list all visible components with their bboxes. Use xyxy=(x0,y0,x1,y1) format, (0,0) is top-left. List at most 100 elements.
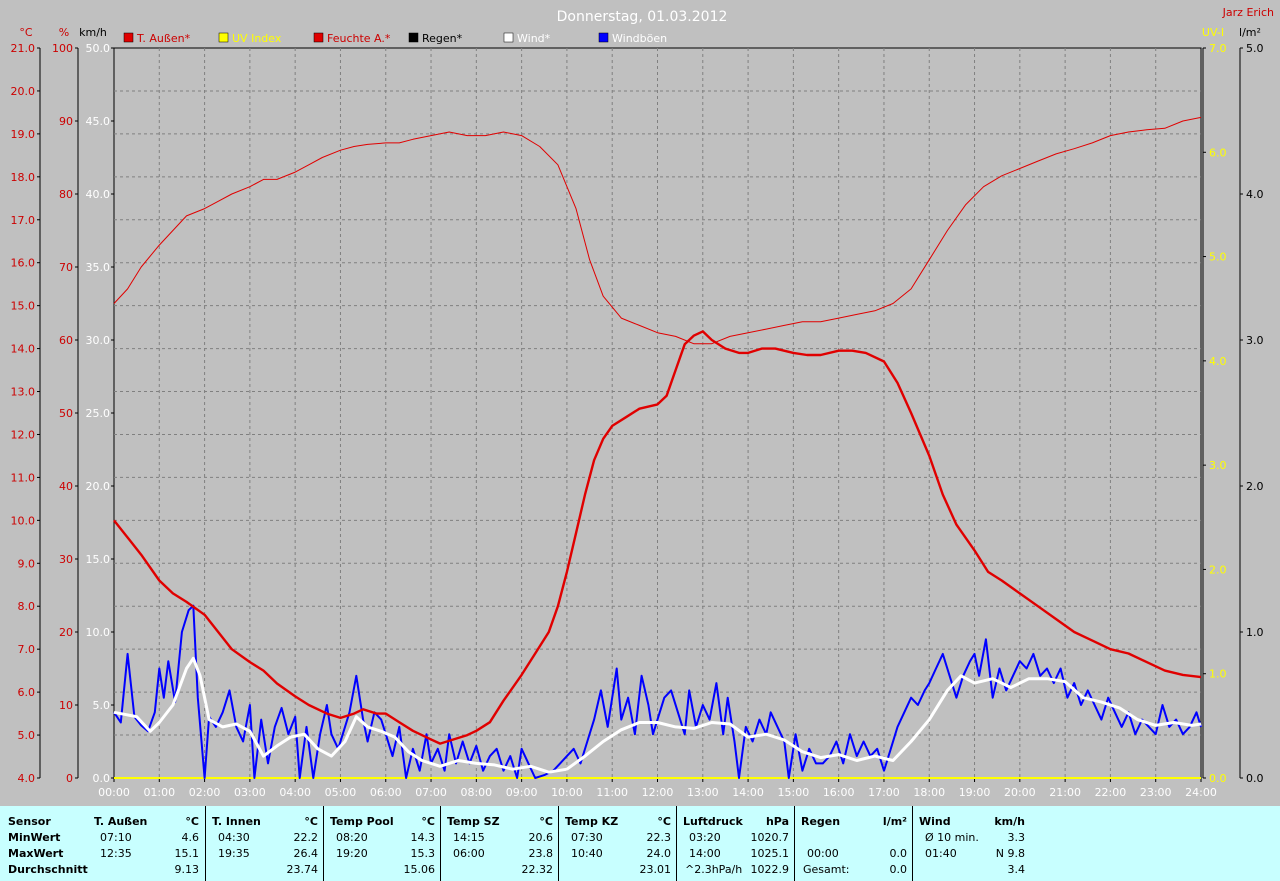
temp-axis-tick-label: 18.0 xyxy=(11,171,36,184)
stats-max-value: 15.1 xyxy=(174,847,200,860)
wind-axis-tick-label: 40.0 xyxy=(86,188,111,201)
time-tick-label: 05:00 xyxy=(325,786,357,799)
wind-axis-tick-label: 5.0 xyxy=(93,699,111,712)
time-tick-label: 21:00 xyxy=(1049,786,1081,799)
uv-axis-tick-label: 5.0 xyxy=(1209,251,1227,264)
chart-title: Donnerstag, 01.03.2012 xyxy=(557,9,728,25)
stats-max-value: 15.3 xyxy=(410,847,436,860)
humidity-axis-tick-label: 10 xyxy=(59,699,73,712)
humidity-axis-tick-label: 70 xyxy=(59,261,73,274)
wind-axis-unit: km/h xyxy=(79,26,107,39)
humidity-axis-tick-label: 60 xyxy=(59,334,73,347)
time-tick-label: 24:00 xyxy=(1185,786,1217,799)
data-series xyxy=(113,116,1202,779)
time-axis: 00:00 01:00 02:00 03:00 04:00 05:00 06:00 07:00… xyxy=(98,778,1217,799)
stats-unit: °C xyxy=(185,815,199,828)
wind-axis-tick-label: 25.0 xyxy=(86,407,111,420)
stats-header: Temp KZ xyxy=(565,815,619,828)
wind-axis-tick-label: 30.0 xyxy=(86,334,111,347)
legend-label: T. Außen* xyxy=(136,32,191,45)
time-tick-label: 14:00 xyxy=(732,786,764,799)
legend-swatch xyxy=(598,32,609,43)
stats-header: T. Außen xyxy=(94,815,148,828)
stats-header: Temp SZ xyxy=(447,815,500,828)
rain-axis-tick-label: 2.0 xyxy=(1246,480,1264,493)
time-tick-label: 03:00 xyxy=(234,786,266,799)
stats-min-time: 08:20 xyxy=(336,831,368,844)
humidity-axis-tick-label: 80 xyxy=(59,188,73,201)
time-tick-label: 18:00 xyxy=(913,786,945,799)
stats-min-time: 03:20 xyxy=(689,831,721,844)
weather-chart: Donnerstag, 01.03.2012 Jarz Erich °C % k… xyxy=(11,6,1275,799)
stats-column: Luftdruck hPa 03:20 1020.7 14:00 1025.1 ^2.3hP… xyxy=(676,806,795,881)
stats-min-time: 07:10 xyxy=(100,831,132,844)
humidity-line xyxy=(113,116,1202,345)
legend-swatch xyxy=(503,32,514,43)
temp-axis-tick-label: 12.0 xyxy=(11,428,36,441)
uv-axis-tick-label: 6.0 xyxy=(1209,146,1227,159)
humidity-axis-tick-label: 50 xyxy=(59,407,73,420)
rain-axis-tick-label: 1.0 xyxy=(1246,626,1264,639)
stats-header: Luftdruck xyxy=(683,815,743,828)
stats-min-value: 1020.7 xyxy=(750,831,790,844)
temp-axis-tick-label: 11.0 xyxy=(11,471,36,484)
right-axes: 7.0 6.0 5.0 4.0 3.0 2.0 1.0 0.0 5.0 4.0 3.0 2.0 1.0 0… xyxy=(1202,42,1264,785)
stats-max-time: 19:35 xyxy=(218,847,250,860)
time-tick-label: 11:00 xyxy=(596,786,628,799)
stats-unit: °C xyxy=(304,815,318,828)
stats-max-value: 24.0 xyxy=(646,847,672,860)
stats-column: T. Außen °C 07:10 4.6 12:35 15.1 9.13 xyxy=(88,806,205,881)
humidity-axis-tick-label: 30 xyxy=(59,553,73,566)
stats-avg-value: 15.06 xyxy=(403,863,436,876)
temp-axis-tick-label: 17.0 xyxy=(11,214,36,227)
legend-swatch xyxy=(123,32,134,43)
rain-axis-unit: l/m² xyxy=(1239,26,1261,39)
stats-unit: km/h xyxy=(994,815,1025,828)
author-label: Jarz Erich xyxy=(1222,6,1274,19)
stats-max-time: 01:40 xyxy=(925,847,957,860)
min-label: MinWert xyxy=(8,831,61,844)
stats-column: Wind km/h Ø 10 min. 3.3 01:40 N 9.8 3.4 xyxy=(912,806,1031,881)
humidity-axis-tick-label: 20 xyxy=(59,626,73,639)
stats-unit: °C xyxy=(539,815,553,828)
max-label: MaxWert xyxy=(8,847,64,860)
stats-max-time: 19:20 xyxy=(336,847,368,860)
temp-axis-tick-label: 10.0 xyxy=(11,514,36,527)
uv-axis-tick-label: 7.0 xyxy=(1209,42,1227,55)
stats-min-value: 3.3 xyxy=(1007,831,1026,844)
wind-axis-tick-label: 35.0 xyxy=(86,261,111,274)
humidity-axis-tick-label: 40 xyxy=(59,480,73,493)
legend-label: Regen* xyxy=(422,32,463,45)
legend-label: Feuchte A.* xyxy=(327,32,391,45)
wind-axis-tick-label: 0.0 xyxy=(93,772,111,785)
legend-label: Wind* xyxy=(517,32,551,45)
stats-header: Temp Pool xyxy=(330,815,394,828)
temp-axis-tick-label: 9.0 xyxy=(18,557,36,570)
wind-axis-tick-label: 15.0 xyxy=(86,553,111,566)
temp-axis-unit: °C xyxy=(19,26,33,39)
time-tick-label: 09:00 xyxy=(506,786,538,799)
stats-max-value: 23.8 xyxy=(528,847,554,860)
stats-avg-value: 22.32 xyxy=(521,863,554,876)
time-tick-label: 06:00 xyxy=(370,786,402,799)
time-tick-label: 15:00 xyxy=(778,786,810,799)
time-tick-label: 19:00 xyxy=(959,786,991,799)
wind-axis-tick-label: 45.0 xyxy=(86,115,111,128)
temp-axis-tick-label: 15.0 xyxy=(11,300,36,313)
stats-column: Temp KZ °C 07:30 22.3 10:40 24.0 23.01 xyxy=(558,806,677,881)
stats-header: Wind xyxy=(919,815,951,828)
stats-avg-value: 3.4 xyxy=(1007,863,1026,876)
legend-swatch xyxy=(408,32,419,43)
stats-max-time: 10:40 xyxy=(571,847,603,860)
stats-avg-value: 9.13 xyxy=(174,863,200,876)
statistics-table: Sensor MinWert MaxWert Durchschnitt T. A… xyxy=(0,806,1280,881)
temp-axis-tick-label: 16.0 xyxy=(11,257,36,270)
rain-axis-tick-label: 0.0 xyxy=(1246,772,1264,785)
time-tick-label: 07:00 xyxy=(415,786,447,799)
humidity-axis-tick-label: 90 xyxy=(59,115,73,128)
temp-axis-tick-label: 7.0 xyxy=(18,643,36,656)
stats-max-time: 12:35 xyxy=(100,847,132,860)
stats-unit: hPa xyxy=(765,815,789,828)
temp-axis-tick-label: 8.0 xyxy=(18,600,36,613)
uv-axis-unit: UV-I xyxy=(1202,26,1224,39)
